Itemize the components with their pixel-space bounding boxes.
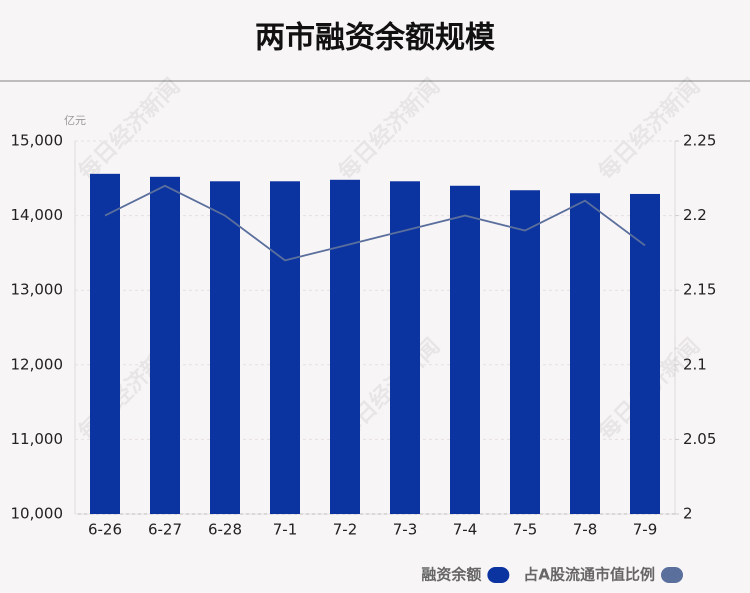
x-tick-label: 7-1 [273, 521, 298, 539]
unit-label: 亿元 [64, 114, 86, 127]
y-tick-label: 10,000 [11, 505, 64, 523]
x-tick-label: 7-2 [333, 521, 358, 539]
bar [90, 173, 120, 514]
y2-tick-label: 2.15 [683, 281, 716, 299]
legend-label: 占A股流通市值比例 [523, 566, 655, 584]
x-tick-label: 6-28 [208, 521, 242, 539]
watermark: 每日经济新闻 [73, 73, 185, 185]
bar [150, 176, 180, 515]
watermark: 每日经济新闻 [333, 73, 445, 185]
x-tick-label: 7-5 [513, 521, 538, 539]
bar [210, 181, 240, 514]
bar [570, 193, 600, 514]
x-tick-label: 7-4 [453, 521, 478, 539]
y2-tick-label: 2.1 [683, 355, 707, 373]
y2-tick-label: 2.05 [683, 430, 716, 448]
bar [630, 193, 660, 514]
x-tick-label: 7-9 [633, 521, 658, 539]
line [104, 184, 646, 262]
y-tick-label: 12,000 [11, 355, 64, 373]
y-tick-label: 14,000 [11, 206, 64, 224]
bar [450, 185, 480, 514]
bar [270, 181, 300, 514]
x-tick-label: 7-3 [393, 521, 418, 539]
x-tick-label: 6-27 [148, 521, 182, 539]
legend-swatch [487, 567, 510, 583]
bar [390, 181, 420, 514]
y-tick-label: 13,000 [11, 281, 64, 299]
bar [330, 179, 360, 515]
bar [510, 190, 540, 514]
y-tick-label: 15,000 [11, 132, 64, 150]
legend-label: 融资余额 [421, 566, 481, 584]
y2-tick-label: 2 [683, 505, 693, 523]
x-tick-label: 6-26 [88, 521, 122, 539]
chart-title: 两市融资余额规模 [255, 21, 495, 56]
watermark: 每日经济新闻 [593, 73, 705, 185]
y2-tick-label: 2.2 [683, 206, 707, 224]
legend-swatch [661, 567, 683, 583]
x-tick-label: 7-8 [573, 521, 598, 539]
y-tick-label: 11,000 [11, 430, 64, 448]
y2-tick-label: 2.25 [683, 132, 716, 150]
